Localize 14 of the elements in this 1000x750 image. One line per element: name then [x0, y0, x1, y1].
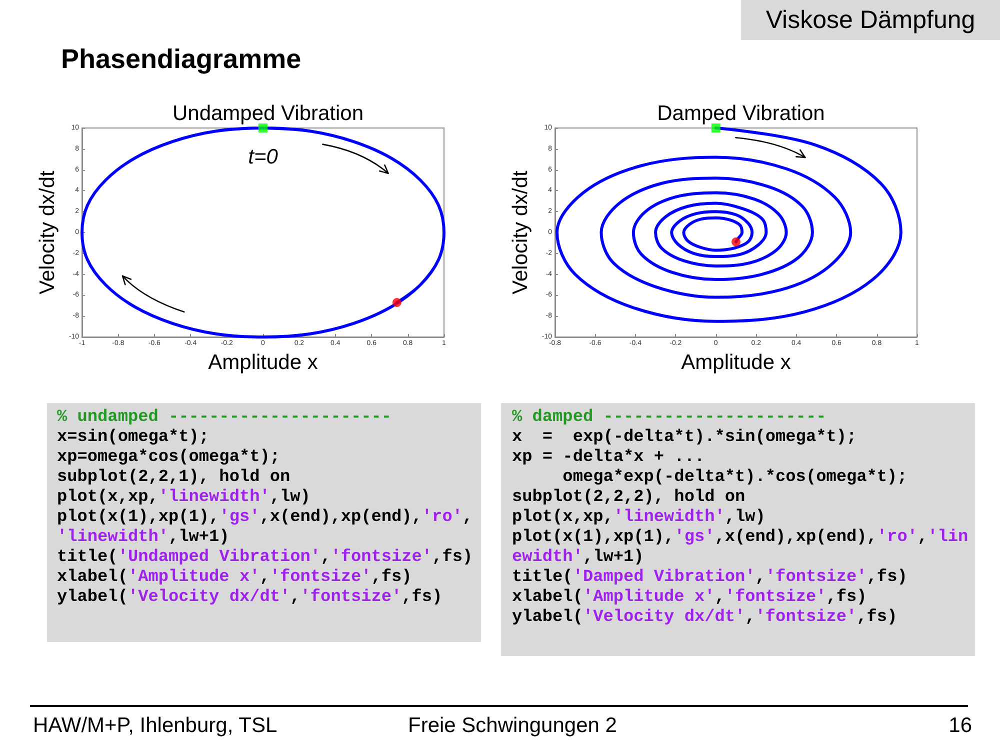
- text: HAW/M+P, Ihlenburg, TSL: [33, 713, 278, 739]
- code-panel: % damped ---------------------- x = exp(-delta*t).*sin(omega*t); xp = -delta*x + ... omega*exp(-delta*t).*cos(omega*t); subplot(2,2,2), hold on plot(x,xp,'linewidth',lw) plot(x(1),xp(1),'gs',x(end),xp(end),'ro','lin ewidth',lw+1) title('Damped Vibration','fontsize',fs) xlabel('Amplitude x','fontsize',fs) ylabel('Velocity dx/dt','fontsize',fs): [501, 403, 975, 656]
- text: Freie Schwingungen 2: [408, 713, 617, 739]
- annotation: t=0: [248, 146, 278, 168]
- chart-title: Damped Vibration: [657, 102, 825, 125]
- code-panel: % undamped ---------------------- x=sin(omega*t); xp=omega*cos(omega*t); subplot(2,2,1), hold on plot(x,xp,'linewidth',lw) plot(x(1),xp(1),'gs',x(end),xp(end),'ro', 'linewidth',lw+1) title('Undamped Vibration','fontsize',fs) xlabel('Amplitude x','fontsize',fs) ylabel('Velocity dx/dt','fontsize',fs): [47, 403, 481, 642]
- x-axis-title: Amplitude x: [208, 350, 318, 374]
- x-axis-title: Amplitude x: [681, 350, 792, 374]
- y-axis-title: Velocity dx/dt: [36, 170, 59, 294]
- header-tab: Viskose Dämpfung: [741, 0, 1000, 40]
- text: Phasendiagramme: [61, 43, 302, 75]
- chart-title: Undamped Vibration: [172, 102, 364, 125]
- text: 16: [948, 713, 972, 739]
- y-axis-title: Velocity dx/dt: [508, 170, 532, 294]
